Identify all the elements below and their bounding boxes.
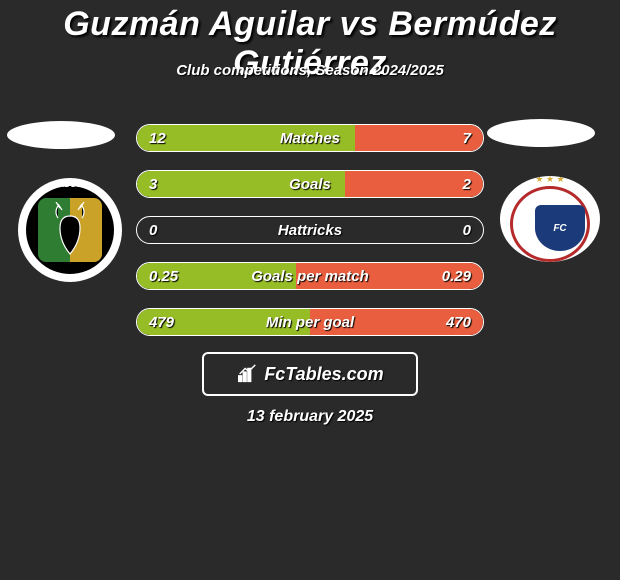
stat-label: Hattricks	[137, 217, 483, 243]
left-club-logo: VENADOS F.C.	[18, 178, 122, 282]
stat-fill-left	[137, 125, 355, 151]
date-label: 13 february 2025	[0, 408, 620, 426]
subtitle: Club competitions, Season 2024/2025	[0, 62, 620, 79]
chart-icon	[236, 363, 258, 385]
right-club-logo: ★ ★ ★ FC	[500, 176, 600, 262]
stat-value-left: 3	[149, 171, 157, 197]
stat-value-left: 0.25	[149, 263, 178, 289]
stat-row: Goals per match0.250.29	[136, 262, 484, 290]
stat-row: Min per goal479470	[136, 308, 484, 336]
stat-row: Matches127	[136, 124, 484, 152]
stat-row: Hattricks0 0	[136, 216, 484, 244]
venados-badge-text: VENADOS F.C.	[18, 180, 122, 189]
stats-panel: Matches127Goals32Hattricks00Goals per ma…	[136, 124, 484, 354]
atlante-shield: FC	[535, 205, 585, 251]
stat-value-right: 0.29	[442, 263, 471, 289]
stat-value-left: 12	[149, 125, 166, 151]
left-player-placeholder	[7, 121, 115, 149]
stat-value-right: 7	[463, 125, 471, 151]
stat-value-right: 0	[463, 217, 471, 243]
atlante-fc-label: FC	[553, 223, 566, 234]
stat-value-right: 2	[463, 171, 471, 197]
stat-row: Goals32	[136, 170, 484, 198]
brand-box[interactable]: FcTables.com	[202, 352, 418, 396]
deer-icon	[48, 202, 92, 258]
stat-value-left: 479	[149, 309, 174, 335]
brand-label: FcTables.com	[264, 364, 383, 385]
atlante-circle: FC	[510, 186, 590, 262]
right-player-placeholder	[487, 119, 595, 147]
atlante-stars: ★ ★ ★	[500, 176, 600, 185]
comparison-infographic: Guzmán Aguilar vs Bermúdez Gutiérrez Clu…	[0, 0, 620, 580]
stat-fill-left	[137, 171, 345, 197]
stat-value-right: 470	[446, 309, 471, 335]
stat-value-left: 0	[149, 217, 157, 243]
